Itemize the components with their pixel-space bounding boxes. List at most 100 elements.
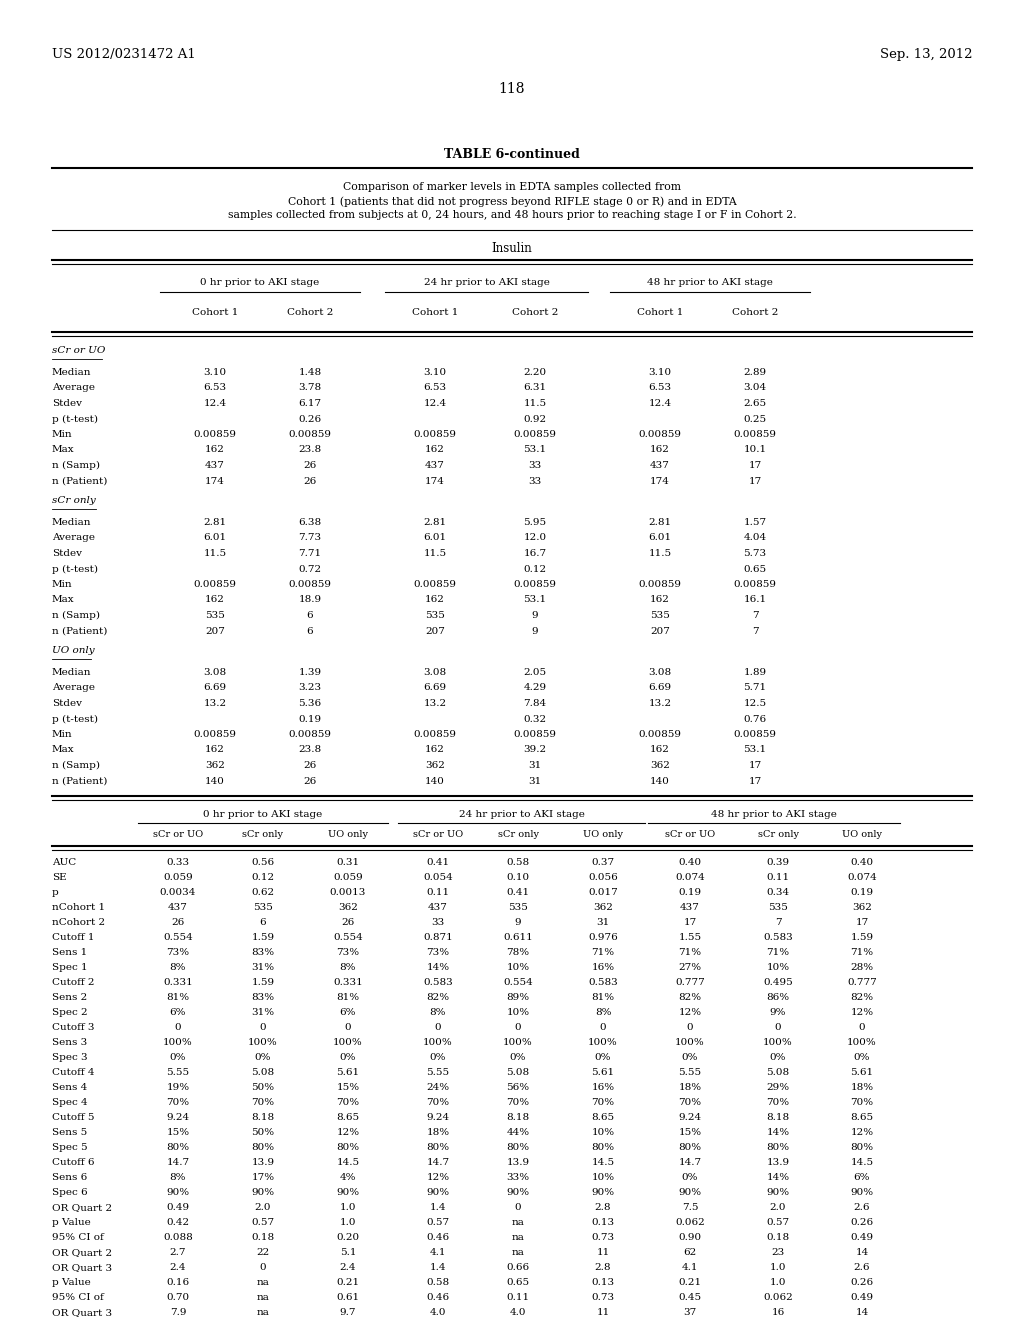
Text: 535: 535 xyxy=(425,611,445,620)
Text: 140: 140 xyxy=(205,776,225,785)
Text: 90%: 90% xyxy=(167,1188,189,1197)
Text: 12.4: 12.4 xyxy=(648,399,672,408)
Text: 140: 140 xyxy=(425,776,445,785)
Text: 535: 535 xyxy=(768,903,787,912)
Text: 0.074: 0.074 xyxy=(675,873,705,882)
Text: 0.65: 0.65 xyxy=(743,565,767,573)
Text: Cutoff 6: Cutoff 6 xyxy=(52,1158,94,1167)
Text: 17: 17 xyxy=(749,477,762,486)
Text: 24%: 24% xyxy=(426,1082,450,1092)
Text: 0.583: 0.583 xyxy=(588,978,617,987)
Text: 0.46: 0.46 xyxy=(426,1294,450,1302)
Text: 6.01: 6.01 xyxy=(204,533,226,543)
Text: 4.0: 4.0 xyxy=(430,1308,446,1317)
Text: 62: 62 xyxy=(683,1247,696,1257)
Text: 0.19: 0.19 xyxy=(298,714,322,723)
Text: 11.5: 11.5 xyxy=(424,549,446,558)
Text: 0.57: 0.57 xyxy=(766,1218,790,1228)
Text: 12%: 12% xyxy=(679,1008,701,1016)
Text: 162: 162 xyxy=(205,595,225,605)
Text: 162: 162 xyxy=(650,446,670,454)
Text: 8%: 8% xyxy=(595,1008,611,1016)
Text: 39.2: 39.2 xyxy=(523,746,547,755)
Text: 100%: 100% xyxy=(588,1038,617,1047)
Text: 5.08: 5.08 xyxy=(252,1068,274,1077)
Text: 0.00859: 0.00859 xyxy=(289,730,332,739)
Text: Min: Min xyxy=(52,730,73,739)
Text: 80%: 80% xyxy=(507,1143,529,1152)
Text: Average: Average xyxy=(52,384,95,392)
Text: 70%: 70% xyxy=(766,1098,790,1107)
Text: 0.062: 0.062 xyxy=(763,1294,793,1302)
Text: sCr only: sCr only xyxy=(243,830,284,840)
Text: 12.5: 12.5 xyxy=(743,700,767,708)
Text: 3.23: 3.23 xyxy=(298,684,322,693)
Text: 24 hr prior to AKI stage: 24 hr prior to AKI stage xyxy=(424,279,550,286)
Text: 0.00859: 0.00859 xyxy=(513,730,556,739)
Text: 26: 26 xyxy=(303,461,316,470)
Text: 33: 33 xyxy=(528,477,542,486)
Text: 162: 162 xyxy=(205,446,225,454)
Text: 95% CI of: 95% CI of xyxy=(52,1294,103,1302)
Text: 9.24: 9.24 xyxy=(679,1113,701,1122)
Text: 0.31: 0.31 xyxy=(337,858,359,867)
Text: n (Patient): n (Patient) xyxy=(52,627,108,635)
Text: 0.58: 0.58 xyxy=(507,858,529,867)
Text: Average: Average xyxy=(52,684,95,693)
Text: 73%: 73% xyxy=(426,948,450,957)
Text: 0.42: 0.42 xyxy=(167,1218,189,1228)
Text: 100%: 100% xyxy=(333,1038,362,1047)
Text: 70%: 70% xyxy=(252,1098,274,1107)
Text: 5.61: 5.61 xyxy=(592,1068,614,1077)
Text: Max: Max xyxy=(52,446,75,454)
Text: 2.20: 2.20 xyxy=(523,368,547,378)
Text: 90%: 90% xyxy=(592,1188,614,1197)
Text: 0.49: 0.49 xyxy=(851,1233,873,1242)
Text: 4.1: 4.1 xyxy=(682,1263,698,1272)
Text: 0.059: 0.059 xyxy=(333,873,362,882)
Text: 89%: 89% xyxy=(507,993,529,1002)
Text: 95% CI of: 95% CI of xyxy=(52,1233,103,1242)
Text: na: na xyxy=(512,1218,524,1228)
Text: Sep. 13, 2012: Sep. 13, 2012 xyxy=(880,48,972,61)
Text: 0.34: 0.34 xyxy=(766,888,790,898)
Text: 10%: 10% xyxy=(507,964,529,972)
Text: 362: 362 xyxy=(425,762,445,770)
Text: 162: 162 xyxy=(650,595,670,605)
Text: 9: 9 xyxy=(531,611,539,620)
Text: 0.00859: 0.00859 xyxy=(194,430,237,440)
Text: 0.00859: 0.00859 xyxy=(733,579,776,589)
Text: 0.13: 0.13 xyxy=(592,1278,614,1287)
Text: 2.4: 2.4 xyxy=(340,1263,356,1272)
Text: 1.0: 1.0 xyxy=(340,1218,356,1228)
Text: 6: 6 xyxy=(306,627,313,635)
Text: 8%: 8% xyxy=(430,1008,446,1016)
Text: 437: 437 xyxy=(680,903,700,912)
Text: 80%: 80% xyxy=(766,1143,790,1152)
Text: 100%: 100% xyxy=(675,1038,705,1047)
Text: 2.4: 2.4 xyxy=(170,1263,186,1272)
Text: 3.08: 3.08 xyxy=(648,668,672,677)
Text: 1.39: 1.39 xyxy=(298,668,322,677)
Text: 3.10: 3.10 xyxy=(424,368,446,378)
Text: 0.41: 0.41 xyxy=(426,858,450,867)
Text: 0.62: 0.62 xyxy=(252,888,274,898)
Text: 0.0034: 0.0034 xyxy=(160,888,197,898)
Text: p Value: p Value xyxy=(52,1218,91,1228)
Text: n (Samp): n (Samp) xyxy=(52,762,100,770)
Text: 12%: 12% xyxy=(851,1008,873,1016)
Text: 9%: 9% xyxy=(770,1008,786,1016)
Text: 0.054: 0.054 xyxy=(423,873,453,882)
Text: p Value: p Value xyxy=(52,1278,91,1287)
Text: sCr only: sCr only xyxy=(52,496,96,506)
Text: 0.00859: 0.00859 xyxy=(414,730,457,739)
Text: p (t-test): p (t-test) xyxy=(52,565,98,574)
Text: 9.24: 9.24 xyxy=(167,1113,189,1122)
Text: 5.55: 5.55 xyxy=(679,1068,701,1077)
Text: 1.0: 1.0 xyxy=(770,1263,786,1272)
Text: 0.40: 0.40 xyxy=(851,858,873,867)
Text: 0.331: 0.331 xyxy=(333,978,362,987)
Text: 90%: 90% xyxy=(766,1188,790,1197)
Text: Cohort 2: Cohort 2 xyxy=(732,308,778,317)
Text: 0.062: 0.062 xyxy=(675,1218,705,1228)
